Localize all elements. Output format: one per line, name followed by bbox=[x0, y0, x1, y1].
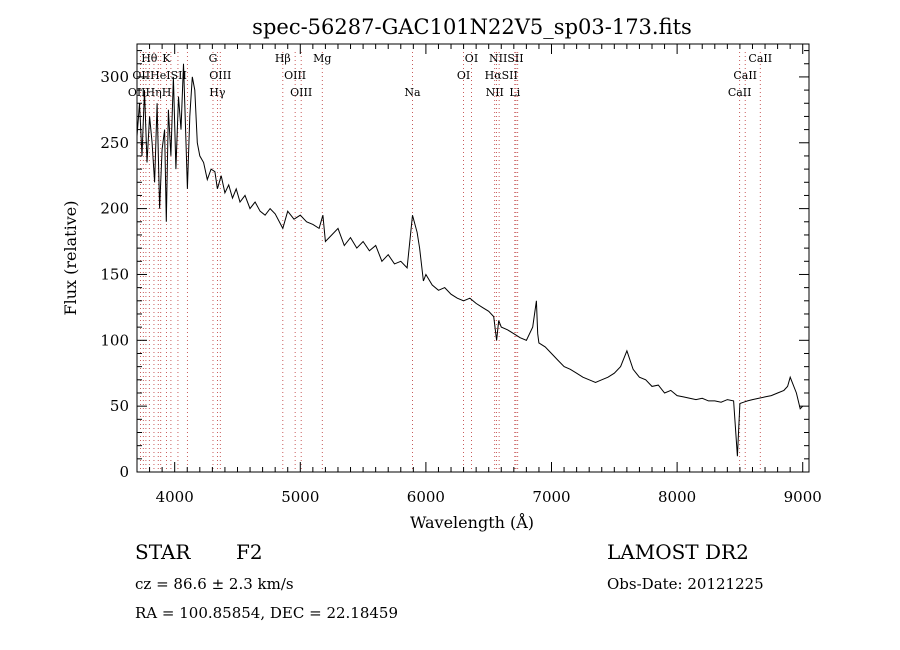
x-tick-label: 6000 bbox=[407, 488, 445, 506]
spectrum-line-group bbox=[136, 63, 804, 457]
x-tick-label: 4000 bbox=[156, 488, 194, 506]
spectral-line-label: OI bbox=[465, 52, 478, 65]
spectral-line-label: OIIHηH bbox=[128, 86, 171, 99]
spectral-line-label: CaII bbox=[733, 69, 757, 82]
spectral-line-label: OI bbox=[457, 69, 470, 82]
object-subclass: F2 bbox=[236, 540, 263, 564]
chart-title: spec-56287-GAC101N22V5_sp03-173.fits bbox=[252, 15, 692, 39]
line-marker-group bbox=[139, 52, 761, 472]
spectral-line-label: OIII bbox=[284, 69, 306, 82]
spectral-line-label: OIII bbox=[209, 69, 231, 82]
y-tick-label: 150 bbox=[100, 265, 129, 283]
plot-frame bbox=[136, 43, 810, 473]
y-axis-label: Flux (relative) bbox=[61, 201, 80, 316]
spectrum-line bbox=[136, 63, 804, 457]
x-axis: 4000 5000 6000 7000 8000 9000 bbox=[136, 44, 822, 506]
y-axis: 0 50 100 150 200 250 300 bbox=[100, 50, 809, 481]
x-tick-label: 9000 bbox=[784, 488, 822, 506]
survey-name: LAMOST DR2 bbox=[607, 540, 749, 564]
line-label-group: Hθ K G Hβ Mg OI NIISII CaII OIIHeISII OIII OIII OI H… bbox=[128, 52, 772, 99]
spectral-line-label: NII bbox=[486, 86, 504, 99]
spectral-line-label: CaII bbox=[728, 86, 752, 99]
spectral-line-label: HαSII bbox=[485, 69, 518, 82]
observation-date: Obs-Date: 20121225 bbox=[607, 575, 764, 593]
spectral-line-label: G bbox=[209, 52, 218, 65]
spectral-line-label: K bbox=[162, 52, 171, 65]
y-tick-label: 100 bbox=[100, 331, 129, 349]
spectral-line-label: Na bbox=[404, 86, 421, 99]
x-axis-label: Wavelength (Å) bbox=[410, 512, 534, 532]
coordinates: RA = 100.85854, DEC = 22.18459 bbox=[135, 604, 399, 622]
spectral-line-label: Li bbox=[509, 86, 520, 99]
object-class: STAR bbox=[135, 540, 191, 564]
spectral-line-label: OIII bbox=[290, 86, 312, 99]
redshift-velocity: cz = 86.6 ± 2.3 km/s bbox=[135, 575, 294, 593]
y-tick-label: 50 bbox=[110, 397, 129, 415]
y-tick-label: 0 bbox=[119, 463, 129, 481]
x-tick-label: 5000 bbox=[281, 488, 319, 506]
x-tick-label: 7000 bbox=[532, 488, 570, 506]
spectral-line-label: Mg bbox=[313, 52, 331, 65]
spectral-line-label: CaII bbox=[748, 52, 772, 65]
y-tick-label: 300 bbox=[100, 68, 129, 86]
spectral-line-label: OIIHeISII bbox=[132, 69, 186, 82]
spectral-line-label: Hβ bbox=[275, 52, 291, 65]
x-tick-label: 8000 bbox=[658, 488, 696, 506]
spectral-line-label: Hθ bbox=[141, 52, 158, 65]
spectral-line-label: NIISII bbox=[489, 52, 524, 65]
y-tick-label: 200 bbox=[100, 200, 129, 218]
y-tick-label: 250 bbox=[100, 134, 129, 152]
spectral-line-label: Hγ bbox=[209, 86, 226, 99]
